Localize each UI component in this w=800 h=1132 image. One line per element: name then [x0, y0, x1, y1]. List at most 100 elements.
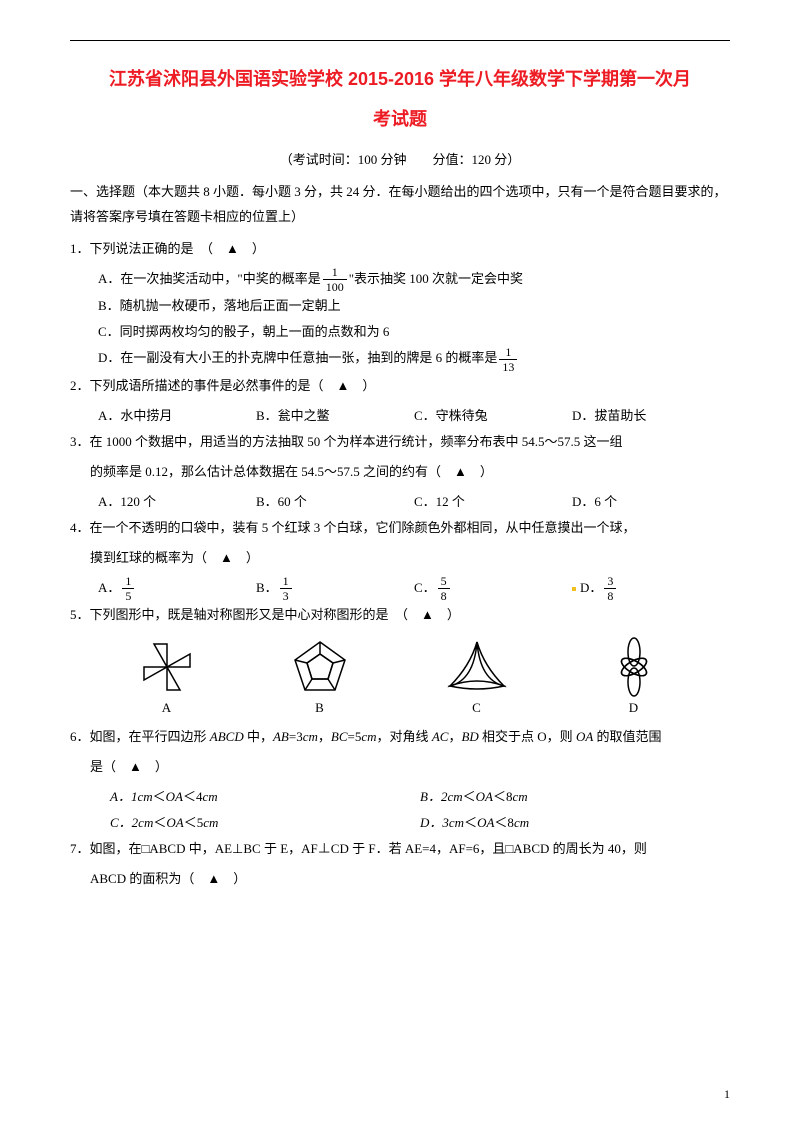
q3-c: C．12 个	[414, 489, 572, 515]
q1-opt-b: B．随机抛一枚硬币，落地后正面一定朝上	[70, 293, 730, 319]
q6-ab: AB	[273, 729, 289, 744]
q2-c: C．守株待兔	[414, 403, 572, 429]
q5-images: A B	[70, 632, 730, 720]
q6-ab-val: =3	[289, 729, 303, 744]
frac-num: 1	[122, 575, 134, 589]
oa: OA	[477, 815, 494, 830]
q6-options-row1: A．1cm＜OA＜4cm B．2cm＜OA＜8cm	[70, 784, 730, 810]
q3-b: B．60 个	[256, 489, 414, 515]
q6-oa: OA	[576, 729, 593, 744]
q6-abcd: ABCD	[210, 729, 244, 744]
q6-s1-pre: 6．如图，在平行四边形	[70, 729, 210, 744]
frac-den: 5	[122, 589, 134, 602]
q6-bc-val: =5	[348, 729, 362, 744]
q1-opt-d: D．在一副没有大小王的扑克牌中任意抽一张，抽到的牌是 6 的概率是113	[70, 345, 730, 373]
q5-img-c: C	[442, 636, 512, 716]
q6-d-lt: ＜8	[494, 815, 514, 830]
lt: ＜	[153, 789, 166, 804]
frac-num: 1	[280, 575, 292, 589]
frac-num: 5	[438, 575, 450, 589]
q4-a: A．15	[98, 575, 256, 603]
q3-a: A．120 个	[98, 489, 256, 515]
top-divider	[70, 40, 730, 41]
q6-s1-final: 的取值范围	[593, 729, 661, 744]
lt: ＜	[463, 789, 476, 804]
q6-a-lt: ＜4	[183, 789, 203, 804]
q3-options: A．120 个 B．60 个 C．12 个 D．6 个	[70, 489, 730, 515]
section-1-header: 一、选择题（本大题共 8 小题．每小题 3 分，共 24 分．在每小题给出的四个…	[70, 180, 730, 229]
q1-stem: 1．下列说法正确的是 （ ▲ ）	[70, 236, 730, 262]
q5-img-a: A	[136, 636, 198, 716]
fraction-icon: 1100	[323, 266, 347, 293]
frac-den: 100	[323, 280, 347, 293]
fraction-icon: 38	[604, 575, 616, 602]
q5-a-label: A	[162, 700, 171, 715]
frac-num: 1	[499, 346, 517, 360]
q4-c: C．58	[414, 575, 572, 603]
q6-b-lt: ＜8	[493, 789, 513, 804]
title-line-2: 考试题	[70, 100, 730, 140]
q5-d-label: D	[629, 700, 638, 715]
q5-stem: 5．下列图形中，既是轴对称图形又是中心对称图形的是 （ ▲ ）	[70, 602, 730, 628]
q5-c-label: C	[472, 700, 481, 715]
q6-stem-2: 是（ ▲ ）	[70, 754, 730, 780]
fraction-icon: 113	[499, 346, 517, 373]
cm: cm	[514, 815, 529, 830]
triangle-swirl-icon	[442, 636, 512, 698]
q6-b-pre: B．2	[420, 789, 447, 804]
q4-options: A．15 B．13 C．58 D．38	[70, 575, 730, 603]
q5-b-label: B	[315, 700, 324, 715]
oa: OA	[166, 815, 183, 830]
frac-den: 3	[280, 589, 292, 602]
q4-c-label: C．	[414, 580, 436, 595]
cm: cm	[203, 815, 218, 830]
q6-opt-a: A．1cm＜OA＜4cm	[110, 784, 420, 810]
q5-img-d: D	[603, 636, 665, 716]
pinwheel-icon	[136, 636, 198, 698]
q3-stem-1: 3．在 1000 个数据中，用适当的方法抽取 50 个为样本进行统计，频率分布表…	[70, 429, 730, 455]
q6-ac: AC	[432, 729, 449, 744]
oa: OA	[166, 789, 183, 804]
fraction-icon: 13	[280, 575, 292, 602]
q6-s1-mid: 中，	[244, 729, 273, 744]
q3-stem-2: 的频率是 0.12，那么估计总体数据在 54.5～57.5 之间的约有（ ▲ ）	[70, 459, 730, 485]
q6-c2: ，	[448, 729, 461, 744]
q6-cm2: cm	[361, 729, 376, 744]
q6-bc: BC	[331, 729, 348, 744]
cm: cm	[513, 789, 528, 804]
q1-opt-a: A．在一次抽奖活动中，"中奖的概率是1100"表示抽奖 100 次就一定会中奖	[70, 266, 730, 294]
exam-info: （考试时间：100 分钟 分值：120 分）	[70, 149, 730, 168]
q6-cm1: cm	[303, 729, 318, 744]
q2-b: B．瓮中之鳖	[256, 403, 414, 429]
q2-options: A．水中捞月 B．瓮中之鳖 C．守株待兔 D．拔苗助长	[70, 403, 730, 429]
q6-c1: ，	[318, 729, 331, 744]
q6-s1-end: 相交于点 O，则	[479, 729, 576, 744]
cm: cm	[137, 789, 152, 804]
q6-c-pre: C．2	[110, 815, 138, 830]
q4-d-label: D．	[580, 580, 602, 595]
page-number: 1	[724, 1087, 730, 1102]
cm: cm	[203, 789, 218, 804]
q4-b: B．13	[256, 575, 414, 603]
frac-num: 1	[323, 266, 347, 280]
q3-d: D．6 个	[572, 489, 730, 515]
lt: ＜	[153, 815, 166, 830]
q6-opt-c: C．2cm＜OA＜5cm	[110, 810, 420, 836]
q1-a-pre: A．在一次抽奖活动中，"中奖的概率是	[98, 271, 321, 286]
q7-stem-2: ABCD 的面积为（ ▲ ）	[70, 866, 730, 892]
q2-stem: 2．下列成语所描述的事件是必然事件的是（ ▲ ）	[70, 373, 730, 399]
pentagon-icon	[289, 636, 351, 698]
title-line-1: 江苏省沭阳县外国语实验学校 2015-2016 学年八年级数学下学期第一次月	[70, 60, 730, 100]
q6-a-pre: A．1	[110, 789, 137, 804]
q6-stem-1: 6．如图，在平行四边形 ABCD 中，AB=3cm，BC=5cm，对角线 AC，…	[70, 724, 730, 750]
dot-icon	[572, 587, 576, 591]
q4-stem-1: 4．在一个不透明的口袋中，装有 5 个红球 3 个白球，它们除颜色外都相同，从中…	[70, 515, 730, 541]
cm: cm	[449, 815, 464, 830]
q6-c-lt: ＜5	[184, 815, 204, 830]
q6-bd: BD	[461, 729, 478, 744]
q4-d: D．38	[572, 575, 730, 603]
oa: OA	[476, 789, 493, 804]
q1-opt-c: C．同时掷两枚均匀的骰子，朝上一面的点数和为 6	[70, 319, 730, 345]
q4-a-label: A．	[98, 580, 120, 595]
fraction-icon: 58	[438, 575, 450, 602]
